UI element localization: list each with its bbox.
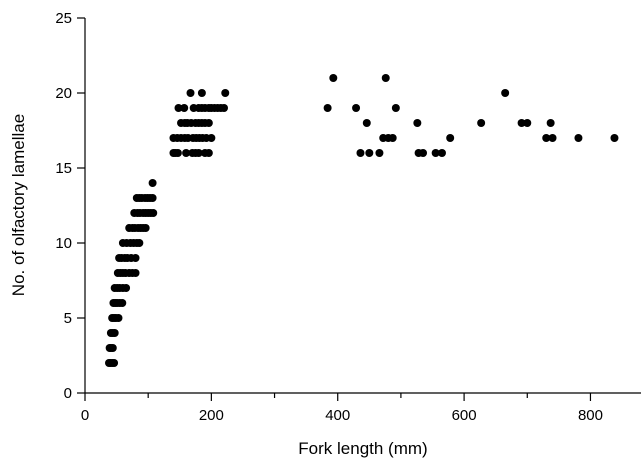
data-point xyxy=(141,224,150,232)
data-point xyxy=(419,149,428,157)
data-point xyxy=(220,104,228,112)
x-tick-label: 400 xyxy=(325,407,350,424)
data-point xyxy=(173,149,182,157)
y-tick-label: 5 xyxy=(64,310,72,327)
data-point xyxy=(197,89,206,97)
data-point xyxy=(413,119,422,127)
data-point xyxy=(148,179,157,187)
data-point xyxy=(221,89,230,97)
data-point xyxy=(110,359,119,367)
data-points xyxy=(105,74,619,367)
data-point xyxy=(186,89,195,97)
y-axis-label: No. of olfactory lamellae xyxy=(9,114,28,296)
data-point xyxy=(375,149,384,157)
data-point xyxy=(356,149,365,157)
data-point xyxy=(446,134,455,142)
y-tick-label: 25 xyxy=(55,10,72,27)
data-point xyxy=(517,119,526,127)
data-point xyxy=(131,254,140,262)
data-point xyxy=(437,149,446,157)
data-point xyxy=(122,284,131,292)
data-point xyxy=(148,194,157,202)
data-point xyxy=(610,134,619,142)
x-tick-label: 600 xyxy=(452,407,477,424)
data-point xyxy=(362,119,371,127)
data-point xyxy=(131,269,140,277)
data-point xyxy=(182,149,191,157)
data-point xyxy=(477,119,486,127)
data-point xyxy=(194,149,203,157)
x-tick-label: 0 xyxy=(81,407,89,424)
y-tick-label: 10 xyxy=(55,235,72,252)
data-point xyxy=(114,314,123,322)
data-point xyxy=(523,119,532,127)
data-point xyxy=(391,104,400,112)
y-tick-label: 0 xyxy=(64,385,72,402)
x-tick-label: 800 xyxy=(578,407,603,424)
data-point xyxy=(352,104,361,112)
data-point xyxy=(501,89,510,97)
data-point xyxy=(204,119,213,127)
data-point xyxy=(542,134,551,142)
y-tick-label: 15 xyxy=(55,160,72,177)
data-point xyxy=(431,149,440,157)
data-point xyxy=(180,104,189,112)
x-tick-label: 200 xyxy=(199,407,224,424)
data-point xyxy=(204,149,213,157)
x-axis-label: Fork length (mm) xyxy=(298,439,427,458)
data-point xyxy=(207,134,216,142)
y-ticks: 0 5 10 15 20 25 xyxy=(55,10,85,402)
data-point xyxy=(388,134,397,142)
data-point xyxy=(546,119,555,127)
data-point xyxy=(110,329,119,337)
data-point xyxy=(108,344,117,352)
data-point xyxy=(381,74,390,82)
data-point xyxy=(149,209,158,217)
data-point xyxy=(174,104,183,112)
y-tick-label: 20 xyxy=(55,85,72,102)
data-point xyxy=(323,104,332,112)
data-point xyxy=(548,134,557,142)
data-point xyxy=(365,149,374,157)
axes xyxy=(84,18,641,394)
x-ticks: 0 200 400 600 800 xyxy=(81,393,603,424)
data-point xyxy=(329,74,338,82)
data-point xyxy=(135,239,144,247)
data-point xyxy=(574,134,583,142)
data-point xyxy=(118,299,127,307)
